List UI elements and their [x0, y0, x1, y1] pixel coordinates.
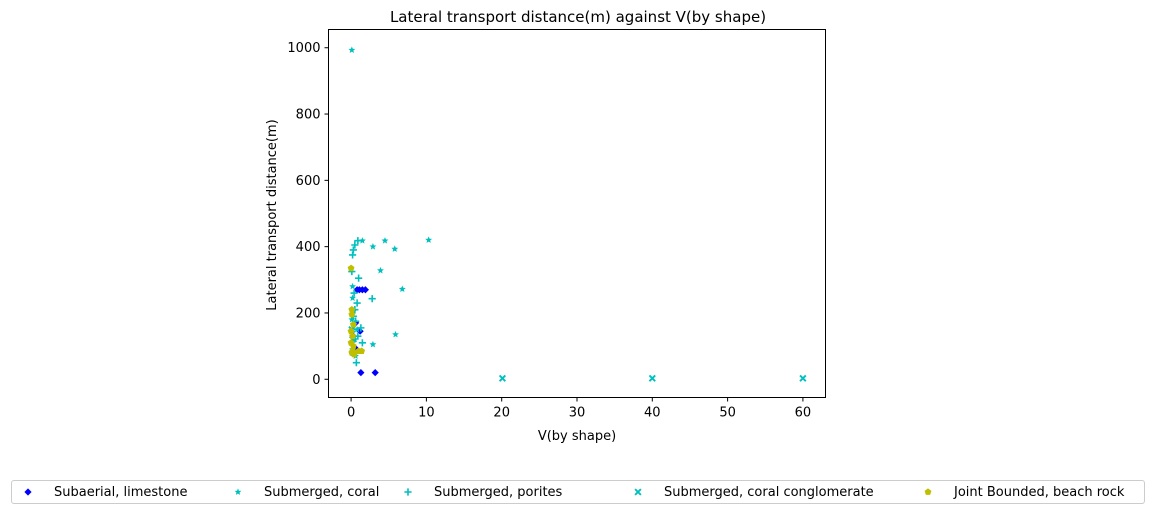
legend-marker-icon — [234, 488, 242, 495]
y-tick-label: 800 — [296, 108, 321, 123]
data-point — [347, 327, 355, 335]
y-axis: 0 200 400 600 800 1000 — [287, 41, 329, 388]
legend-marker — [924, 488, 932, 495]
data-point — [358, 347, 366, 354]
y-tick-label: 1000 — [287, 41, 320, 56]
data-point — [358, 339, 366, 347]
data-point — [347, 264, 355, 272]
plot-frame — [328, 29, 826, 398]
data-point — [377, 266, 384, 274]
data-point — [349, 332, 357, 340]
data-point — [348, 46, 356, 53]
data-point — [353, 325, 361, 333]
legend-marker-icon — [634, 488, 642, 496]
legend: Subaerial, limestone Submerged, coral Subm… — [11, 480, 1145, 504]
data-point — [369, 340, 377, 348]
data-point — [391, 245, 399, 252]
data-point — [368, 295, 376, 303]
data-point — [349, 320, 357, 328]
data-point — [381, 237, 389, 244]
data-point — [799, 374, 807, 382]
data-point — [349, 294, 357, 301]
data-point — [357, 369, 365, 377]
data-point — [354, 237, 362, 245]
x-tick-label: 60 — [795, 406, 812, 421]
y-tick-label: 400 — [296, 240, 321, 255]
x-axis: 0 10 20 30 40 50 60 — [347, 397, 812, 421]
legend-item: Joint Bounded, beach rock — [920, 485, 1140, 500]
data-point — [398, 285, 406, 292]
data-points — [347, 46, 807, 382]
y-tick-label: 0 — [312, 373, 320, 388]
x-tick-label: 20 — [493, 406, 510, 421]
data-point — [358, 237, 366, 244]
x-tick-label: 50 — [719, 406, 736, 421]
data-point — [349, 282, 357, 290]
legend-item: Submerged, coral — [230, 485, 400, 500]
data-point — [392, 330, 399, 338]
data-point — [348, 306, 356, 313]
x-tick-label: 0 — [347, 406, 355, 421]
data-point — [350, 289, 358, 297]
legend-item: Subaerial, limestone — [20, 485, 230, 500]
legend-label: Submerged, porites — [434, 484, 563, 500]
legend-label: Subaerial, limestone — [54, 484, 188, 500]
x-tick-label: 40 — [644, 406, 661, 421]
data-point — [648, 374, 656, 382]
data-point — [349, 342, 357, 350]
legend-marker-icon — [924, 488, 932, 495]
legend-label: Submerged, coral conglomerate — [664, 484, 874, 500]
data-point — [348, 311, 356, 318]
data-point — [498, 374, 507, 382]
x-tick-label: 30 — [569, 406, 586, 421]
y-tick-label: 200 — [296, 306, 321, 321]
data-point — [361, 286, 369, 294]
data-point — [353, 299, 361, 307]
chart-title: Lateral transport distance(m) against V(… — [390, 8, 766, 26]
legend-marker — [404, 488, 412, 496]
legend-marker — [634, 488, 642, 496]
legend-item: Submerged, porites — [400, 485, 630, 500]
data-point — [348, 251, 357, 259]
data-point — [425, 236, 433, 243]
x-tick-label: 10 — [418, 406, 435, 421]
legend-label: Submerged, coral — [264, 484, 380, 500]
legend-label: Joint Bounded, beach rock — [954, 484, 1125, 500]
data-point — [369, 243, 377, 250]
data-point — [350, 350, 358, 358]
legend-marker — [24, 488, 32, 496]
data-point — [355, 274, 363, 282]
legend-marker-icon — [404, 488, 412, 496]
data-point — [351, 241, 359, 249]
y-axis-title: Lateral transport distance(m) — [265, 119, 280, 310]
data-point — [352, 359, 360, 367]
legend-marker — [234, 488, 242, 495]
legend-marker-icon — [24, 488, 32, 496]
y-tick-label: 600 — [296, 174, 321, 189]
x-axis-title: V(by shape) — [538, 429, 616, 444]
legend-item: Submerged, coral conglomerate — [630, 485, 920, 500]
data-point — [357, 324, 365, 332]
data-point — [371, 369, 379, 377]
